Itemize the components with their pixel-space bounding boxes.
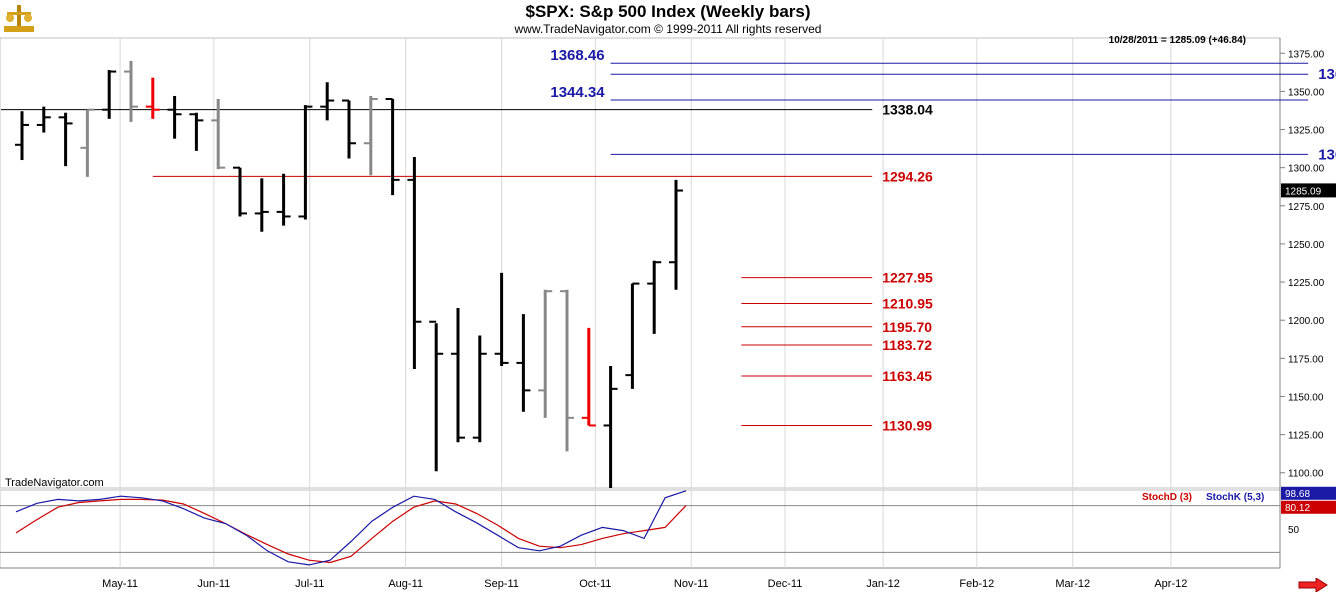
x-tick-label: Jun-11: [197, 578, 230, 590]
level-label: 1294.26: [882, 168, 933, 184]
x-tick-label: Feb-12: [959, 578, 994, 590]
y-tick-label: 1275.00: [1288, 202, 1325, 213]
level-label: 1130.99: [882, 417, 932, 433]
stoch-k-legend: StochK (5,3): [1206, 492, 1265, 503]
last-price-label: 1285.09: [1285, 186, 1322, 197]
y-tick-label: 1350.00: [1288, 87, 1325, 98]
last-price-tag: [1281, 183, 1336, 198]
stoch-d-value: 80.12: [1285, 503, 1310, 514]
level-label: 1163.45: [882, 368, 932, 384]
level-label: 1368.46: [550, 47, 604, 64]
level-label: 1338.04: [882, 102, 933, 118]
x-tick-label: Apr-12: [1154, 578, 1187, 590]
y-tick-label: 1125.00: [1288, 431, 1324, 442]
x-tick-label: Nov-11: [674, 578, 709, 590]
stoch-k-value: 98.68: [1285, 489, 1310, 500]
x-tick-label: Mar-12: [1055, 578, 1090, 590]
level-label: 1344.34: [550, 84, 605, 101]
y-tick-label: 1225.00: [1288, 278, 1325, 289]
level-label: 1361.26: [1318, 66, 1336, 83]
y-tick-label: 1200.00: [1288, 316, 1325, 327]
price-panel-border: [0, 37, 1281, 489]
level-label: 1308.70: [1318, 146, 1336, 163]
stoch-tick-label: 50: [1288, 525, 1300, 536]
x-tick-label: Oct-11: [579, 578, 611, 590]
stoch-d-line: [15, 498, 687, 564]
y-tick-label: 1375.00: [1288, 49, 1325, 60]
x-tick-label: Jan-12: [866, 578, 900, 590]
x-tick-label: Sep-11: [484, 578, 519, 590]
stoch-d-tag: [1281, 500, 1336, 514]
watermark-label: TradeNavigator.com: [5, 477, 104, 489]
red-arrow-right-icon[interactable]: [1298, 577, 1328, 593]
x-tick-label: Aug-11: [388, 578, 423, 590]
last-price-info: 10/28/2011 = 1285.09 (+46.84): [1108, 35, 1246, 46]
y-tick-label: 1175.00: [1288, 354, 1324, 365]
x-tick-label: Dec-11: [768, 578, 803, 590]
y-tick-label: 1150.00: [1288, 392, 1324, 403]
stoch-k-line: [15, 490, 687, 566]
y-tick-label: 1325.00: [1288, 126, 1325, 137]
level-label: 1195.70: [882, 319, 932, 335]
level-label: 1210.95: [882, 296, 933, 312]
stoch-panel-border: [0, 489, 1281, 569]
x-tick-label: Jul-11: [295, 578, 324, 590]
x-tick-label: May-11: [102, 578, 138, 590]
y-tick-label: 1300.00: [1288, 164, 1325, 175]
y-tick-label: 1100.00: [1288, 469, 1324, 480]
level-label: 1227.95: [882, 270, 933, 286]
chart-subtitle: www.TradeNavigator.com © 1999-2011 All r…: [514, 22, 822, 36]
y-tick-label: 1250.00: [1288, 240, 1325, 251]
chart-title: $SPX: S&p 500 Index (Weekly bars): [525, 2, 811, 21]
stoch-d-legend: StochD (3): [1142, 492, 1192, 503]
stoch-k-tag: [1281, 486, 1336, 500]
level-label: 1183.72: [882, 337, 932, 353]
trade-navigator-logo-icon: [2, 2, 36, 36]
